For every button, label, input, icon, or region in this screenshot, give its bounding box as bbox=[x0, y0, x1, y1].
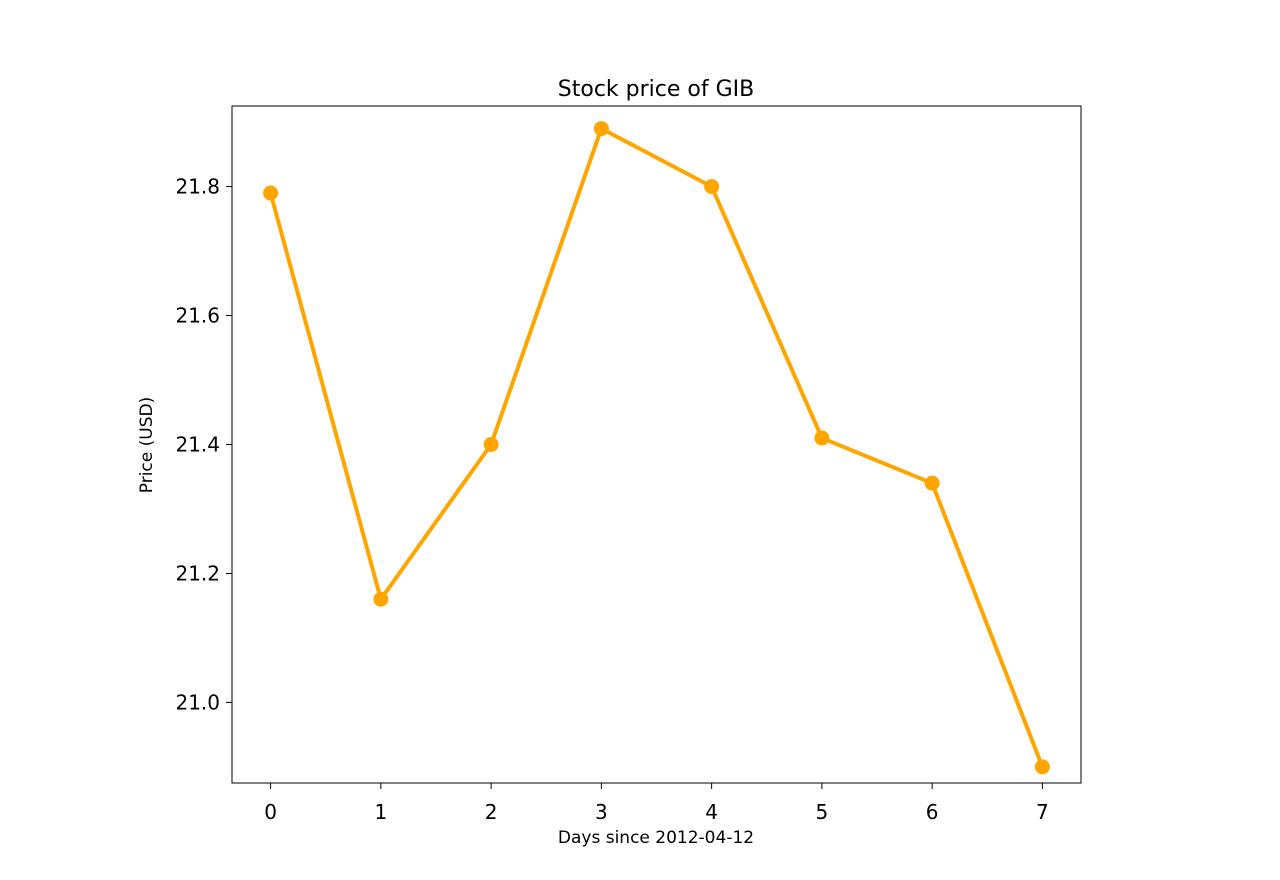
data-point bbox=[373, 591, 389, 607]
plot-area: 0 1 2 3 4 5 6 7 21.0 21.2 21.4 21.6 21.8 bbox=[175, 105, 1082, 824]
x-tick-label: 6 bbox=[926, 800, 939, 824]
data-point bbox=[924, 475, 940, 491]
x-tick-label: 2 bbox=[485, 800, 498, 824]
chart-title: Stock price of GIB bbox=[558, 77, 754, 102]
x-tick-label: 4 bbox=[705, 800, 718, 824]
data-point bbox=[263, 185, 279, 201]
y-tick-label: 21.8 bbox=[175, 175, 220, 199]
y-tick-label: 21.2 bbox=[175, 561, 220, 585]
data-point bbox=[704, 179, 720, 195]
y-tick-label: 21.4 bbox=[175, 433, 220, 457]
x-tick-label: 3 bbox=[595, 800, 608, 824]
y-tick-label: 21.6 bbox=[175, 304, 220, 328]
x-tick-label: 7 bbox=[1036, 800, 1049, 824]
x-axis-label: Days since 2012-04-12 bbox=[558, 828, 754, 848]
y-axis-label: Price (USD) bbox=[137, 397, 157, 493]
data-point bbox=[814, 430, 830, 446]
data-point bbox=[593, 121, 609, 137]
x-tick-label: 5 bbox=[816, 800, 829, 824]
x-tick-label: 0 bbox=[264, 800, 277, 824]
y-tick-label: 21.0 bbox=[175, 690, 220, 714]
data-point bbox=[1034, 759, 1050, 775]
x-tick-label: 1 bbox=[374, 800, 387, 824]
data-point bbox=[483, 437, 499, 452]
series-line bbox=[268, 126, 1045, 769]
